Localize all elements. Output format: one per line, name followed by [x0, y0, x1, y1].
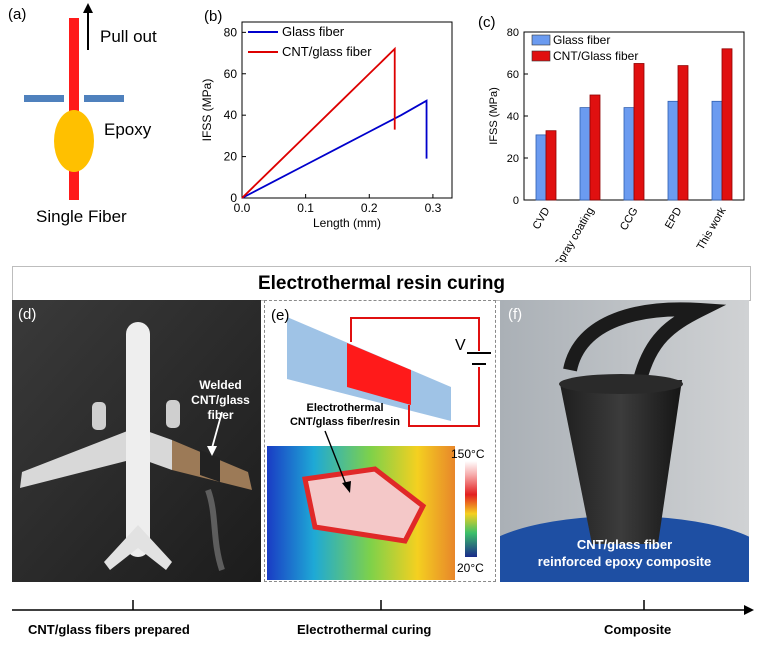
x-axis-label: Length (mm): [313, 216, 381, 230]
ifss-comparison-chart: 0 20 40 60 80 IFSS (MPa) CVD Spray coating CCG EP…: [488, 27, 745, 263]
fiber-ribbon: [563, 302, 727, 382]
electrothermal-label-line-1: Electrothermal: [306, 402, 384, 414]
single-fiber-label: Single Fiber: [36, 207, 127, 226]
legend-label-0: Glass fiber: [282, 24, 345, 39]
legend-swatch-1: [531, 50, 551, 62]
bar-0-1: [579, 107, 591, 201]
bar-1-0: [545, 130, 557, 201]
y-axis-label: IFSS (MPa): [200, 79, 214, 142]
pull-out-arrowhead: [83, 3, 93, 13]
composite-caption: CNT/glass fiber reinforced epoxy composi…: [500, 536, 749, 570]
airplane-model-image: [12, 300, 261, 582]
legend-label-1: CNT/Glass fiber: [553, 49, 638, 63]
y-tick-label: 40: [224, 108, 238, 122]
x-tick-label: 0.1: [297, 201, 314, 215]
annotation-line-2: CNT/glass fiber: [191, 393, 250, 422]
banner-title: Electrothermal resin curing: [12, 266, 751, 301]
panel-e-letter: (e): [271, 307, 290, 324]
panel-a-letter: (a): [8, 6, 27, 23]
left-wing: [20, 430, 130, 488]
series-line-0: [241, 99, 428, 199]
y-tick-label: 60: [224, 67, 238, 81]
bar-0-0: [535, 134, 547, 201]
welded-fiber-annotation: Welded CNT/glass fiber: [180, 378, 261, 423]
fiber: [69, 18, 79, 200]
stage-composite: Composite: [604, 622, 672, 637]
x-tick-label: 0.2: [361, 201, 378, 215]
arrow-to-hot-zone: [324, 430, 348, 488]
panel-d-letter: (d): [18, 306, 37, 323]
tail-plane: [104, 525, 172, 570]
category-label: CCG: [618, 206, 641, 233]
category-label: Spray coating: [553, 206, 597, 263]
electrothermal-label-line-2: CNT/glass fiber/resin: [289, 416, 401, 428]
composite-cone: [560, 380, 682, 544]
hot-zone: [302, 466, 427, 544]
y-tick-label: 0: [230, 191, 237, 205]
epoxy-droplet: [54, 110, 94, 172]
bar-0-3: [667, 100, 679, 201]
blue-base: [500, 516, 749, 582]
composite-image: [500, 300, 749, 582]
bar-1-1: [589, 94, 601, 201]
bar-0-2: [623, 107, 635, 201]
y-axis-label: IFSS (MPa): [488, 87, 500, 144]
bar-1-2: [633, 63, 645, 201]
y-tick-label: 0: [513, 195, 519, 207]
epoxy-plate-left: [24, 95, 64, 102]
panel-a: (a) Pull out Epoxy Single Fiber: [0, 0, 190, 240]
legend-label-0: Glass fiber: [553, 33, 610, 47]
electrothermal-label: Electrothermal CNT/glass fiber/resin: [265, 401, 425, 429]
right-wing: [144, 430, 172, 470]
y-tick-label: 80: [507, 27, 519, 39]
y-tick-label: 20: [507, 153, 519, 165]
stage-fibers-prepared: CNT/glass fibers prepared: [28, 622, 190, 637]
fiber-bundle: [205, 488, 225, 571]
panel-f-photo: (f) CNT/glass fiber reinforced epoxy com…: [500, 300, 749, 582]
electrothermal-schematic: [267, 317, 491, 580]
ifss-length-chart: 0.0 0.1 0.2 0.3 0 20 40 60 80 Length (mm) IFSS (MP…: [200, 21, 453, 230]
voltage-label: V: [455, 337, 466, 354]
category-label: CVD: [531, 205, 553, 231]
fiber-weld-band: [200, 450, 220, 482]
epoxy-plate-right: [84, 95, 124, 102]
panel-b-letter: (b): [204, 8, 223, 25]
category-label: This work: [695, 205, 729, 252]
epoxy-label: Epoxy: [104, 120, 152, 139]
y-tick-label: 60: [507, 69, 519, 81]
plot-frame: [241, 21, 453, 199]
panel-c-letter: (c): [478, 14, 496, 31]
temperature-scale: [465, 461, 477, 557]
x-tick-label: 0.0: [234, 201, 251, 215]
panel-f-letter: (f): [508, 306, 523, 323]
annotation-line-1: Welded: [199, 378, 242, 392]
fuselage: [126, 322, 150, 557]
y-tick-label: 20: [224, 150, 238, 164]
cnt-heating-zone: [347, 343, 411, 405]
category-label: EPD: [663, 205, 685, 231]
bar-1-4: [721, 48, 733, 201]
stage-electrothermal-curing: Electrothermal curing: [297, 622, 432, 637]
bar-0-4: [711, 100, 723, 201]
panel-b: (b) 0.0 0.1 0.2 0.3 0 20 40 60 80 Length (mm) IFSS…: [190, 0, 470, 250]
pull-out-label: Pull out: [100, 27, 157, 46]
series-line-1: [241, 46, 396, 199]
y-tick-label: 80: [224, 25, 238, 39]
caption-line-1: CNT/glass fiber: [576, 537, 673, 552]
legend-label-1: CNT/glass fiber: [282, 44, 372, 59]
timeline-axis: [12, 600, 754, 615]
panel-c: (c) 0 20 40 60 80 IFSS (MPa) CVD Spray coating C…: [470, 0, 764, 262]
legend-swatch-0: [531, 34, 551, 46]
caption-line-2: reinforced epoxy composite: [537, 554, 712, 569]
panel-e: (e) V Electrothermal CNT/glass fiber/res…: [264, 300, 496, 582]
circuit-wire-top: [350, 317, 480, 351]
bar-1-3: [677, 65, 689, 201]
x-tick-label: 0.3: [425, 201, 442, 215]
circuit-wire-bottom: [408, 367, 480, 427]
single-fiber-schematic: [24, 3, 124, 200]
temp-min-label: 20°C: [457, 561, 484, 575]
panel-d-photo: (d) Welded CNT/glass fiber: [12, 300, 261, 582]
y-tick-label: 40: [507, 111, 519, 123]
temp-max-label: 150°C: [451, 447, 485, 461]
